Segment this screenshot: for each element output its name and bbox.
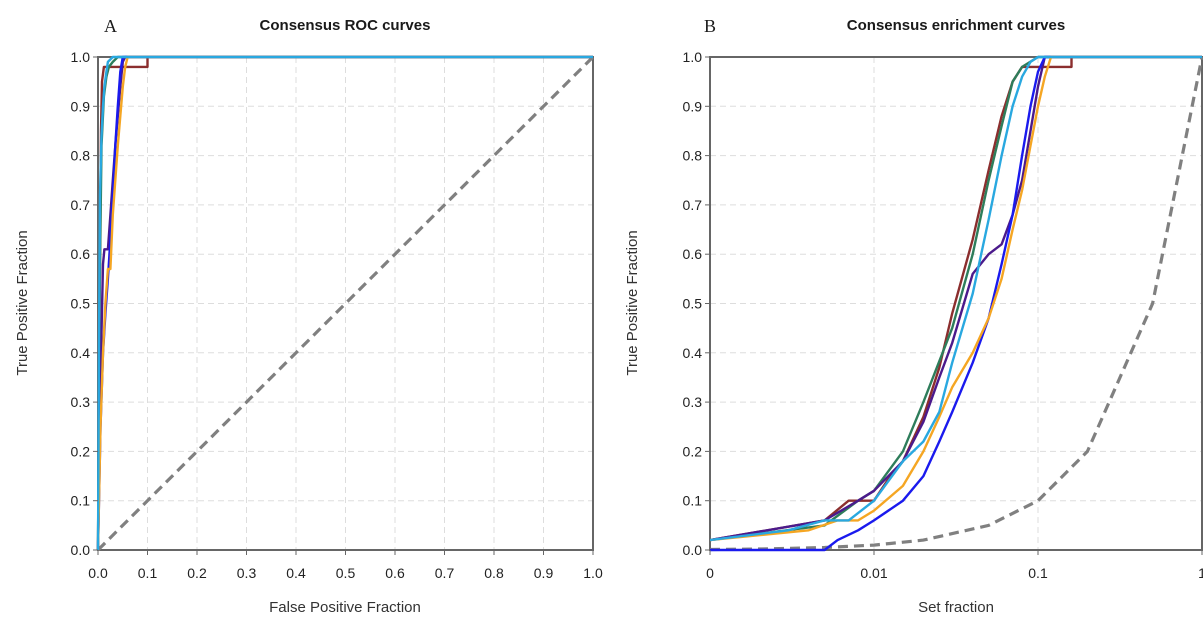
panel-a: A Consensus ROC curves False Positive Fr… xyxy=(14,16,603,616)
panel-a-x-tick-label: 0.2 xyxy=(187,565,207,581)
panel-a-y-tick-label: 0.7 xyxy=(71,197,91,213)
panel-b-y-tick-label: 0.1 xyxy=(683,493,703,509)
panel-b-label: B xyxy=(704,16,716,36)
panel-a-y-tick-label: 0.2 xyxy=(71,443,91,459)
panel-b-y-axis-label: True Positive Fraction xyxy=(624,230,641,375)
panel-a-x-axis-label: False Positive Fraction xyxy=(269,599,421,616)
panel-a-random-reference-line xyxy=(96,55,595,552)
panel-a-y-tick-label: 0.1 xyxy=(71,493,91,509)
panel-a-y-tick-label: 0.4 xyxy=(71,345,91,361)
panel-a-grid xyxy=(97,56,594,551)
panel-a-series-6-line xyxy=(96,55,593,551)
panel-a-y-tick-label: 0.0 xyxy=(71,542,91,558)
panel-a-x-tick-label: 0.1 xyxy=(138,565,158,581)
panel-b-x-tick-label: 1 xyxy=(1198,565,1203,581)
panel-a-y-tick-label: 0.5 xyxy=(71,296,91,312)
panel-b-series-6-line xyxy=(709,55,1202,542)
panel-b-series-1-line xyxy=(709,55,1202,542)
panel-b-y-tick-label: 0.8 xyxy=(683,148,703,164)
panel-b-y-tick-label: 1.0 xyxy=(683,49,703,65)
panel-a-x-tick-label: 0.7 xyxy=(435,565,455,581)
panel-b-series-4-line xyxy=(710,55,1202,552)
panel-b-random-reference-line xyxy=(709,56,1203,552)
panel-a-title: Consensus ROC curves xyxy=(260,17,431,34)
panel-a-y-tick-label: 1.0 xyxy=(71,49,91,65)
panel-a-y-axis-label: True Positive Fraction xyxy=(14,230,31,375)
panel-b-y-tick-label: 0.4 xyxy=(683,345,703,361)
panel-a-y-tick-label: 0.6 xyxy=(71,246,91,262)
panel-b-x-tick-label: 0 xyxy=(706,565,714,581)
panel-a-x-tick-label: 0.8 xyxy=(484,565,504,581)
panel-b-series-5-line xyxy=(709,55,1202,542)
panel-a-y-tick-label: 0.8 xyxy=(71,148,91,164)
panel-a-x-tick-label: 0.6 xyxy=(385,565,405,581)
panel-b-x-axis-label: Set fraction xyxy=(918,599,994,616)
panel-a-y-tick-label: 0.3 xyxy=(71,394,91,410)
panel-b-y-tick-label: 0.0 xyxy=(683,542,703,558)
panel-a-x-tick-label: 0.5 xyxy=(336,565,356,581)
panel-b: B Consensus enrichment curves Set fracti… xyxy=(624,16,1203,616)
panel-a-label: A xyxy=(104,16,117,36)
panel-b-y-tick-label: 0.9 xyxy=(683,98,703,114)
panel-a-x-tick-label: 0.4 xyxy=(286,565,306,581)
panel-a-x-tick-label: 1.0 xyxy=(583,565,603,581)
panel-b-title: Consensus enrichment curves xyxy=(847,17,1065,34)
panel-b-y-tick-label: 0.5 xyxy=(683,296,703,312)
panel-b-series-3-line xyxy=(709,55,1202,542)
panel-b-x-tick-label: 0.1 xyxy=(1028,565,1048,581)
panel-a-x-tick-label: 0.9 xyxy=(534,565,554,581)
panel-b-y-tick-label: 0.6 xyxy=(683,246,703,262)
panel-b-y-tick-label: 0.7 xyxy=(683,197,703,213)
panel-b-x-tick-label: 0.01 xyxy=(860,565,887,581)
panel-a-series-5-line xyxy=(96,55,593,551)
panel-a-x-tick-label: 0.0 xyxy=(88,565,108,581)
panel-a-x-tick-label: 0.3 xyxy=(237,565,257,581)
panel-b-y-tick-label: 0.3 xyxy=(683,394,703,410)
panel-b-y-tick-label: 0.2 xyxy=(683,443,703,459)
panel-a-y-tick-label: 0.9 xyxy=(71,98,91,114)
